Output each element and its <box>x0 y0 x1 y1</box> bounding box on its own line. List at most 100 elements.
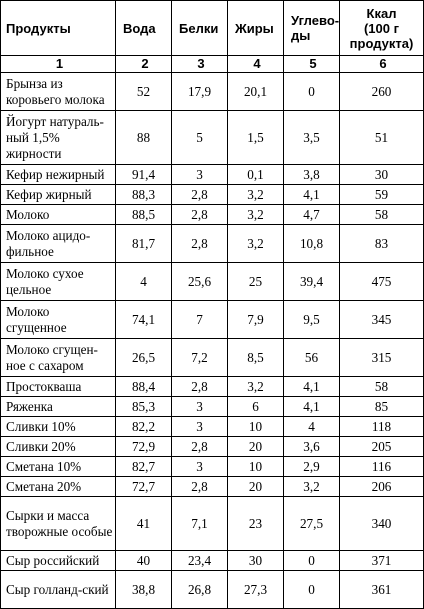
carbs-cell: 4,1 <box>283 184 340 205</box>
table-row: Сырки и масса творожные особые 41 7,1 23 27,… <box>0 496 424 551</box>
water-cell: 74,1 <box>115 300 172 339</box>
product-name-cell: Сливки 20% <box>0 436 116 457</box>
product-name-cell: Кефир жирный <box>0 184 116 205</box>
fats-cell: 30 <box>227 550 284 571</box>
proteins-cell: 7 <box>171 300 228 339</box>
proteins-cell: 2,8 <box>171 184 228 205</box>
kcal-cell: 58 <box>339 376 424 397</box>
header-row: Продукты Вода Белки Жиры Углево- ды Ккал… <box>0 0 424 56</box>
water-cell: 88,3 <box>115 184 172 205</box>
column-number: 3 <box>171 55 228 73</box>
fats-cell: 23 <box>227 496 284 551</box>
kcal-cell: 260 <box>339 72 424 111</box>
water-cell: 38,8 <box>115 570 172 609</box>
column-header-fats: Жиры <box>227 0 284 56</box>
column-header-carbs: Углево- ды <box>283 0 340 56</box>
water-cell: 91,4 <box>115 164 172 185</box>
column-header-proteins: Белки <box>171 0 228 56</box>
proteins-cell: 2,8 <box>171 376 228 397</box>
proteins-cell: 3 <box>171 456 228 477</box>
product-name-cell: Йогурт натураль-ный 1,5% жирности <box>0 110 116 165</box>
carbs-cell: 0 <box>283 72 340 111</box>
kcal-cell: 118 <box>339 416 424 437</box>
proteins-cell: 23,4 <box>171 550 228 571</box>
table-row: Молоко 88,5 2,8 3,2 4,7 58 <box>0 204 424 225</box>
proteins-cell: 7,1 <box>171 496 228 551</box>
fats-cell: 20 <box>227 436 284 457</box>
water-cell: 82,2 <box>115 416 172 437</box>
carbs-cell: 39,4 <box>283 262 340 301</box>
carbs-cell: 4,1 <box>283 376 340 397</box>
carbs-cell: 9,5 <box>283 300 340 339</box>
carbs-cell: 3,6 <box>283 436 340 457</box>
fats-cell: 7,9 <box>227 300 284 339</box>
water-cell: 88,5 <box>115 204 172 225</box>
fats-cell: 8,5 <box>227 338 284 377</box>
table-row: Сыр голланд-ский 38,8 26,8 27,3 0 361 <box>0 570 424 609</box>
carbs-cell: 4,1 <box>283 396 340 417</box>
carbs-cell: 4,7 <box>283 204 340 225</box>
carbs-cell: 4 <box>283 416 340 437</box>
product-name-cell: Сметана 20% <box>0 476 116 497</box>
table-row: Простокваша 88,4 2,8 3,2 4,1 58 <box>0 376 424 397</box>
carbs-cell: 0 <box>283 570 340 609</box>
kcal-cell: 361 <box>339 570 424 609</box>
table-row: Йогурт натураль-ный 1,5% жирности 88 5 1,5 3… <box>0 110 424 165</box>
carbs-cell: 3,8 <box>283 164 340 185</box>
table-row: Кефир жирный 88,3 2,8 3,2 4,1 59 <box>0 184 424 205</box>
column-header-water: Вода <box>115 0 172 56</box>
product-name-cell: Ряженка <box>0 396 116 417</box>
water-cell: 88,4 <box>115 376 172 397</box>
water-cell: 41 <box>115 496 172 551</box>
product-name-cell: Молоко <box>0 204 116 225</box>
proteins-cell: 2,8 <box>171 476 228 497</box>
table-row: Молоко сухое цельное 4 25,6 25 39,4 475 <box>0 262 424 301</box>
kcal-cell: 59 <box>339 184 424 205</box>
kcal-cell: 315 <box>339 338 424 377</box>
water-cell: 88 <box>115 110 172 165</box>
column-number: 5 <box>283 55 340 73</box>
product-name-cell: Брынза из коровьего молока <box>0 72 116 111</box>
column-header-products: Продукты <box>0 0 116 56</box>
table-row: Брынза из коровьего молока 52 17,9 20,1 0 260 <box>0 72 424 111</box>
carbs-cell: 3,2 <box>283 476 340 497</box>
table-row: Сливки 10% 82,2 3 10 4 118 <box>0 416 424 437</box>
column-number: 1 <box>0 55 116 73</box>
product-name-cell: Молоко сгущенное <box>0 300 116 339</box>
product-name-cell: Сметана 10% <box>0 456 116 477</box>
proteins-cell: 3 <box>171 416 228 437</box>
fats-cell: 10 <box>227 416 284 437</box>
fats-cell: 1,5 <box>227 110 284 165</box>
fats-cell: 27,3 <box>227 570 284 609</box>
proteins-cell: 5 <box>171 110 228 165</box>
carbs-cell: 3,5 <box>283 110 340 165</box>
table-row: Кефир нежирный 91,4 3 0,1 3,8 30 <box>0 164 424 185</box>
kcal-cell: 83 <box>339 224 424 263</box>
kcal-cell: 340 <box>339 496 424 551</box>
column-number: 4 <box>227 55 284 73</box>
product-name-cell: Сыр голланд-ский <box>0 570 116 609</box>
column-header-kcal: Ккал (100 г продукта) <box>339 0 424 56</box>
water-cell: 72,7 <box>115 476 172 497</box>
fats-cell: 20 <box>227 476 284 497</box>
proteins-cell: 2,8 <box>171 204 228 225</box>
fats-cell: 0,1 <box>227 164 284 185</box>
column-number-row: 1 2 3 4 5 6 <box>0 55 424 73</box>
fats-cell: 3,2 <box>227 376 284 397</box>
proteins-cell: 7,2 <box>171 338 228 377</box>
carbs-cell: 27,5 <box>283 496 340 551</box>
column-number: 2 <box>115 55 172 73</box>
kcal-cell: 475 <box>339 262 424 301</box>
proteins-cell: 25,6 <box>171 262 228 301</box>
product-name-cell: Простокваша <box>0 376 116 397</box>
table-row: Сыр российский 40 23,4 30 0 371 <box>0 550 424 571</box>
product-name-cell: Молоко сухое цельное <box>0 262 116 301</box>
water-cell: 4 <box>115 262 172 301</box>
water-cell: 40 <box>115 550 172 571</box>
product-name-cell: Сыр российский <box>0 550 116 571</box>
fats-cell: 3,2 <box>227 184 284 205</box>
kcal-cell: 206 <box>339 476 424 497</box>
table-row: Сливки 20% 72,9 2,8 20 3,6 205 <box>0 436 424 457</box>
fats-cell: 25 <box>227 262 284 301</box>
